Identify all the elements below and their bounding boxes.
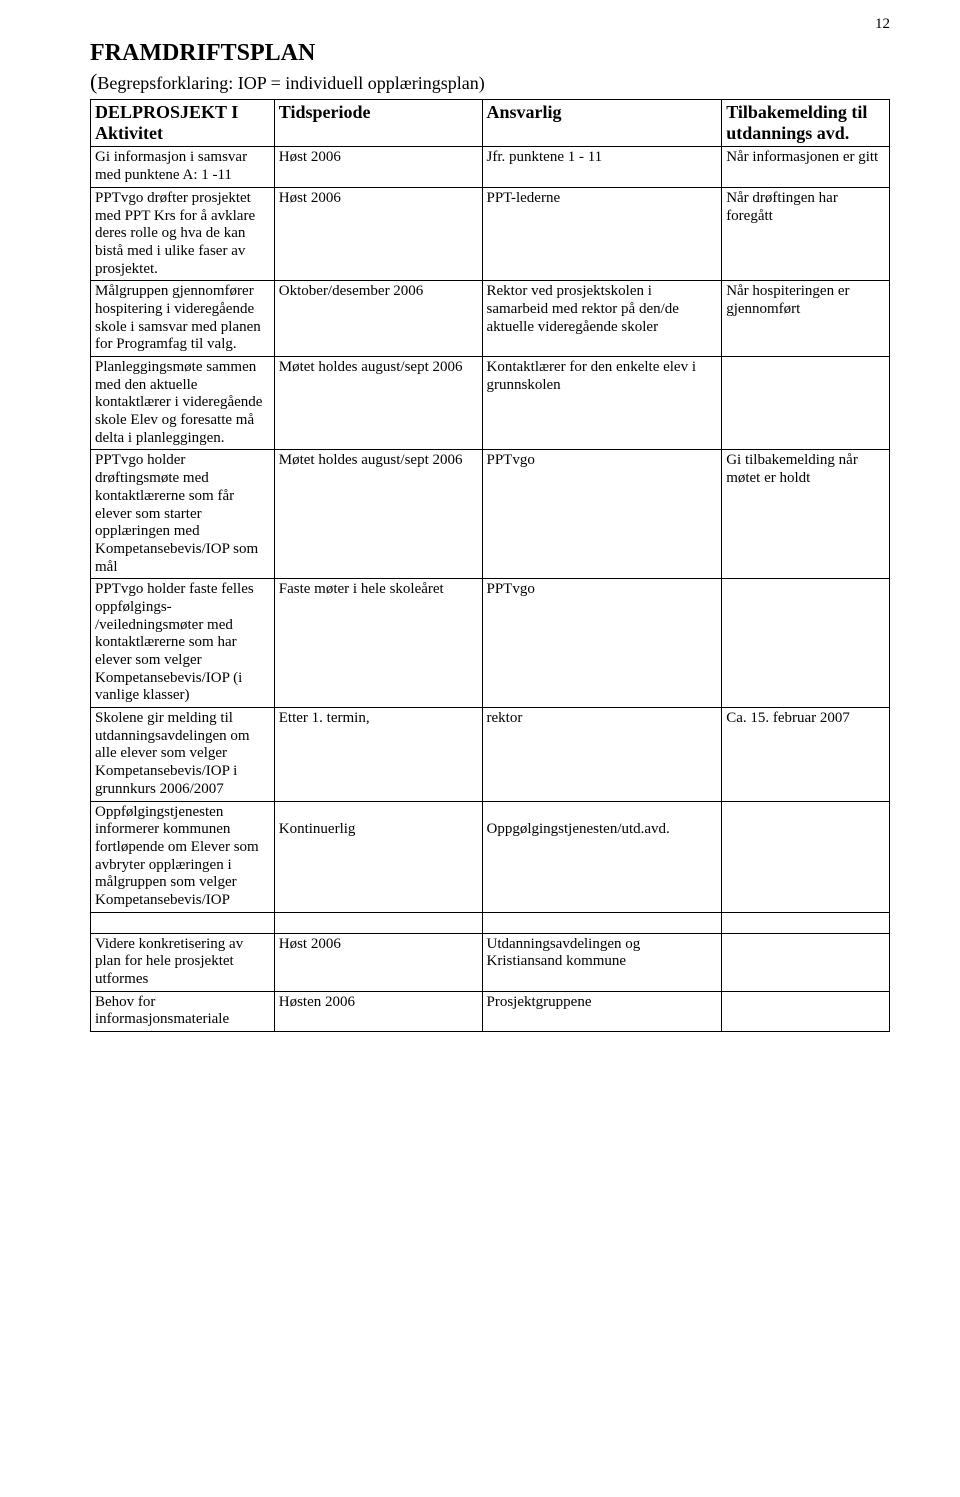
spacer	[722, 912, 890, 933]
cell-tidsperiode: Møtet holdes august/sept 2006	[274, 357, 482, 450]
cell-tidsperiode: Faste møter i hele skoleåret	[274, 579, 482, 708]
cell-aktivitet: PPTvgo holder faste felles oppfølgings- …	[91, 579, 275, 708]
cell-aktivitet: Behov for informasjonsmateriale	[91, 991, 275, 1031]
cell-tidsperiode: Etter 1. termin,	[274, 708, 482, 801]
cell-tilbakemelding: Når informasjonen er gitt	[722, 147, 890, 187]
cell-tilbakemelding	[722, 579, 890, 708]
table-row: Planleggingsmøte sammen med den aktuelle…	[91, 357, 890, 450]
cell-ansvarlig: Prosjektgruppene	[482, 991, 722, 1031]
table-row: Målgruppen gjennomfører hospitering i vi…	[91, 281, 890, 357]
cell-tidsperiode: Møtet holdes august/sept 2006	[274, 450, 482, 579]
col-header-aktivitet: DELPROSJEKT I Aktivitet	[91, 100, 275, 147]
table-row: Oppfølgingstjenesten informerer kommunen…	[91, 801, 890, 912]
table-row: Behov for informasjonsmateriale Høsten 2…	[91, 991, 890, 1031]
cell-tilbakemelding: Ca. 15. februar 2007	[722, 708, 890, 801]
cell-tilbakemelding	[722, 801, 890, 912]
table-row: Skolene gir melding til utdanningsavdeli…	[91, 708, 890, 801]
cell-ansvarlig: PPTvgo	[482, 579, 722, 708]
col-header-tidsperiode: Tidsperiode	[274, 100, 482, 147]
cell-tidsperiode: Høst 2006	[274, 147, 482, 187]
cell-aktivitet: Målgruppen gjennomfører hospitering i vi…	[91, 281, 275, 357]
cell-tilbakemelding	[722, 933, 890, 991]
cell-ansvarlig: Utdanningsavdelingen og Kristiansand kom…	[482, 933, 722, 991]
table-row: PPTvgo holder drøftingsmøte med kontaktl…	[91, 450, 890, 579]
cell-ansvarlig: Oppgølgingstjenesten/utd.avd.	[482, 801, 722, 912]
cell-aktivitet: PPTvgo holder drøftingsmøte med kontaktl…	[91, 450, 275, 579]
cell-aktivitet: Skolene gir melding til utdanningsavdeli…	[91, 708, 275, 801]
table-row: PPTvgo drøfter prosjektet med PPT Krs fo…	[91, 187, 890, 280]
table-row: PPTvgo holder faste felles oppfølgings- …	[91, 579, 890, 708]
col-header-ansvarlig: Ansvarlig	[482, 100, 722, 147]
cell-aktivitet: Planleggingsmøte sammen med den aktuelle…	[91, 357, 275, 450]
cell-tidsperiode: Høst 2006	[274, 933, 482, 991]
cell-ansvarlig: PPTvgo	[482, 450, 722, 579]
cell-tilbakemelding: Når hospiteringen er gjennomført	[722, 281, 890, 357]
table-header-row: DELPROSJEKT I Aktivitet Tidsperiode Ansv…	[91, 100, 890, 147]
cell-ansvarlig: Jfr. punktene 1 - 11	[482, 147, 722, 187]
sub-heading-text: Begrepsforklaring: IOP = individuell opp…	[97, 73, 484, 93]
cell-aktivitet: Oppfølgingstjenesten informerer kommunen…	[91, 801, 275, 912]
cell-tilbakemelding	[722, 991, 890, 1031]
table-spacer-row	[91, 912, 890, 933]
framdrift-table: DELPROSJEKT I Aktivitet Tidsperiode Ansv…	[90, 99, 890, 1032]
cell-aktivitet: Gi informasjon i samsvar med punktene A:…	[91, 147, 275, 187]
spacer	[482, 912, 722, 933]
page-title: FRAMDRIFTSPLAN	[90, 40, 890, 67]
cell-aktivitet: PPTvgo drøfter prosjektet med PPT Krs fo…	[91, 187, 275, 280]
cell-tilbakemelding	[722, 357, 890, 450]
cell-tidsperiode: Høsten 2006	[274, 991, 482, 1031]
cell-ansvarlig: Kontaktlærer for den enkelte elev i grun…	[482, 357, 722, 450]
spacer	[274, 912, 482, 933]
col-header-tilbakemelding: Tilbakemelding til utdannings avd.	[722, 100, 890, 147]
cell-ansvarlig: PPT-lederne	[482, 187, 722, 280]
cell-tilbakemelding: Når drøftingen har foregått	[722, 187, 890, 280]
table-row: Videre konkretisering av plan for hele p…	[91, 933, 890, 991]
cell-tidsperiode: Kontinuerlig	[274, 801, 482, 912]
cell-tidsperiode: Oktober/desember 2006	[274, 281, 482, 357]
cell-tidsperiode: Høst 2006	[274, 187, 482, 280]
cell-aktivitet: Videre konkretisering av plan for hele p…	[91, 933, 275, 991]
cell-tilbakemelding: Gi tilbakemelding når møtet er holdt	[722, 450, 890, 579]
sub-heading: (Begrepsforklaring: IOP = individuell op…	[90, 69, 890, 95]
cell-ansvarlig: Rektor ved prosjektskolen i samarbeid me…	[482, 281, 722, 357]
page-number: 12	[875, 16, 890, 33]
table-row: Gi informasjon i samsvar med punktene A:…	[91, 147, 890, 187]
spacer	[91, 912, 275, 933]
cell-ansvarlig: rektor	[482, 708, 722, 801]
page: 12 FRAMDRIFTSPLAN (Begrepsforklaring: IO…	[0, 0, 960, 1072]
